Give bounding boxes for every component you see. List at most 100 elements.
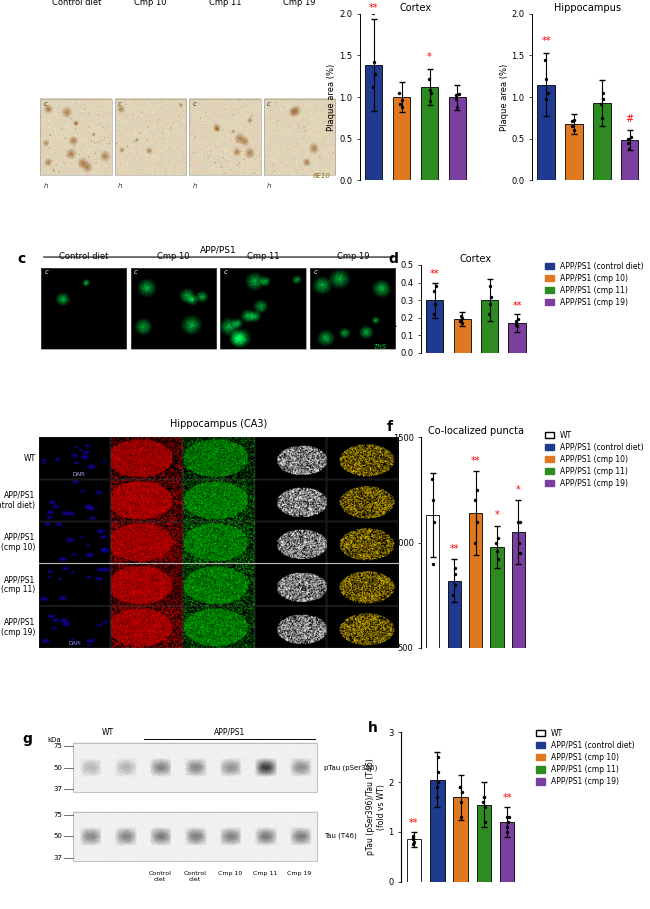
- Point: [449, 577, 460, 592]
- Point: [408, 832, 418, 846]
- Text: 75: 75: [54, 812, 63, 818]
- Text: 6E10: 6E10: [313, 173, 331, 179]
- Text: c: c: [44, 101, 47, 107]
- Text: c: c: [192, 101, 196, 107]
- Point: [425, 85, 436, 100]
- Text: **: **: [450, 544, 459, 554]
- Bar: [454, 319, 471, 353]
- Point: [408, 829, 419, 844]
- Text: **: **: [410, 818, 419, 828]
- Point: [455, 314, 465, 328]
- Point: [430, 296, 440, 311]
- Point: [502, 810, 512, 824]
- Point: [479, 790, 489, 804]
- Point: [480, 800, 490, 814]
- Text: APP/PS1
(cmp 10): APP/PS1 (cmp 10): [1, 533, 35, 553]
- Title: Co-localized puncta: Co-localized puncta: [428, 426, 524, 436]
- Bar: [264, 181, 335, 257]
- Point: [451, 92, 462, 106]
- Point: [598, 85, 608, 100]
- Point: [502, 824, 512, 839]
- Point: [514, 535, 525, 550]
- Y-axis label: Plaque area (%): Plaque area (%): [389, 275, 398, 343]
- Point: [596, 96, 606, 111]
- Point: [455, 780, 465, 794]
- Point: [510, 314, 521, 328]
- Point: [395, 96, 406, 111]
- Point: [396, 100, 407, 115]
- Text: c: c: [134, 269, 138, 275]
- Bar: [183, 522, 254, 564]
- Point: [450, 567, 460, 582]
- Point: [432, 765, 443, 780]
- Bar: [40, 437, 110, 479]
- Bar: [183, 480, 254, 522]
- Text: c: c: [18, 252, 26, 265]
- Text: Tau (T46): Tau (T46): [324, 833, 357, 839]
- Point: [456, 794, 467, 809]
- Text: ThS: ThS: [374, 345, 387, 350]
- Bar: [469, 513, 482, 754]
- Point: [433, 775, 443, 790]
- Point: [469, 535, 480, 550]
- Bar: [453, 797, 468, 882]
- Point: [510, 317, 521, 332]
- Text: c: c: [118, 101, 122, 107]
- Title: Cortex: Cortex: [400, 3, 432, 13]
- Text: 75: 75: [54, 744, 63, 749]
- Text: **: **: [430, 269, 439, 279]
- Bar: [500, 822, 515, 882]
- Point: [540, 52, 551, 66]
- Point: [455, 780, 465, 794]
- Point: [502, 820, 512, 834]
- Point: [457, 315, 467, 330]
- Point: [491, 544, 502, 558]
- Point: [503, 814, 514, 829]
- Bar: [41, 268, 126, 349]
- Point: [485, 279, 495, 294]
- Point: [428, 284, 439, 298]
- Point: [425, 83, 436, 97]
- Bar: [183, 437, 254, 479]
- Bar: [491, 547, 504, 754]
- Text: **: **: [471, 455, 480, 465]
- Point: [395, 85, 405, 100]
- Text: APP/PS1
(control diet): APP/PS1 (control diet): [0, 491, 35, 510]
- Text: f: f: [387, 420, 393, 435]
- Bar: [508, 323, 525, 353]
- Text: kDa: kDa: [47, 737, 61, 743]
- Point: [569, 123, 579, 137]
- Point: [409, 834, 419, 849]
- Point: [408, 837, 419, 852]
- Point: [368, 80, 378, 95]
- Bar: [593, 103, 610, 181]
- Point: [542, 85, 552, 100]
- Bar: [326, 480, 398, 522]
- Point: [515, 546, 525, 561]
- Point: [567, 119, 577, 134]
- Point: [493, 552, 504, 566]
- Bar: [407, 839, 421, 882]
- Text: APP/PS1: APP/PS1: [214, 728, 246, 737]
- Bar: [326, 606, 398, 648]
- Point: [623, 135, 634, 150]
- Bar: [115, 181, 187, 257]
- Point: [492, 531, 502, 545]
- Point: [432, 780, 443, 794]
- Point: [396, 93, 407, 107]
- Text: Cmp 19: Cmp 19: [287, 872, 312, 876]
- Point: [429, 307, 439, 322]
- Point: [514, 312, 524, 326]
- Point: [597, 92, 608, 106]
- Point: [456, 784, 467, 799]
- Point: [515, 514, 525, 529]
- Point: [569, 113, 579, 127]
- Point: [513, 514, 523, 529]
- Text: DAPI: DAPI: [68, 641, 81, 646]
- Text: h: h: [266, 183, 271, 189]
- Point: [486, 289, 496, 304]
- Point: [450, 561, 460, 575]
- Text: Cmp 19: Cmp 19: [283, 0, 316, 7]
- Text: 37: 37: [54, 786, 63, 792]
- Point: [448, 588, 458, 603]
